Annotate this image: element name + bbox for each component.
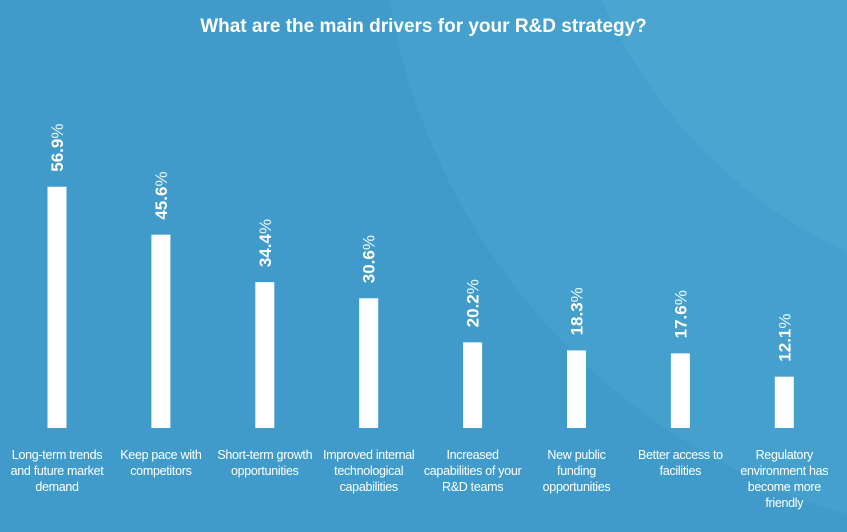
value-label: 17.6% — [671, 290, 690, 338]
value-label: 30.6% — [360, 235, 379, 283]
value-unit: % — [464, 279, 483, 294]
chart-title: What are the main drivers for your R&D s… — [200, 16, 647, 37]
value-unit: % — [256, 219, 275, 234]
bar — [670, 353, 690, 428]
value-number: 17.6 — [671, 305, 690, 338]
bar — [774, 376, 794, 428]
category-label: Improved internal technological capabili… — [322, 448, 415, 494]
value-label: 45.6% — [152, 171, 171, 219]
bar — [567, 350, 586, 428]
value-label: 12.1% — [775, 313, 794, 361]
value-number: 45.6 — [152, 187, 171, 220]
bar — [463, 342, 483, 428]
category-label: Keep pace with competitors — [120, 448, 202, 478]
category-label: New public funding opportunities — [542, 448, 611, 494]
value-unit: % — [48, 124, 67, 139]
category-label: Short-term growth opportunities — [217, 448, 313, 478]
value-number: 56.9 — [48, 139, 67, 172]
bar — [47, 186, 67, 428]
category-label: Increased capabilities of your R&D teams — [423, 448, 522, 494]
value-number: 20.2 — [464, 294, 483, 327]
background-arc-inner — [601, 0, 847, 253]
value-number: 12.1 — [775, 329, 794, 362]
value-number: 34.4 — [256, 234, 275, 268]
category-label: Better access to facilities — [637, 448, 723, 478]
bar — [151, 234, 171, 428]
value-unit: % — [775, 313, 794, 328]
value-unit: % — [152, 171, 171, 186]
value-label: 34.4% — [256, 219, 275, 267]
bar — [359, 298, 379, 428]
value-unit: % — [671, 290, 690, 305]
value-number: 30.6 — [360, 250, 379, 283]
value-number: 18.3 — [568, 302, 587, 335]
category-label: Regulatory environment has become more f… — [740, 448, 829, 510]
bar — [255, 282, 275, 428]
value-label: 18.3% — [568, 287, 587, 335]
category-label: Long-term trends and future market deman… — [10, 448, 104, 494]
value-unit: % — [360, 235, 379, 250]
value-unit: % — [568, 287, 587, 302]
value-label: 20.2% — [464, 279, 483, 327]
value-label: 56.9% — [48, 124, 67, 172]
